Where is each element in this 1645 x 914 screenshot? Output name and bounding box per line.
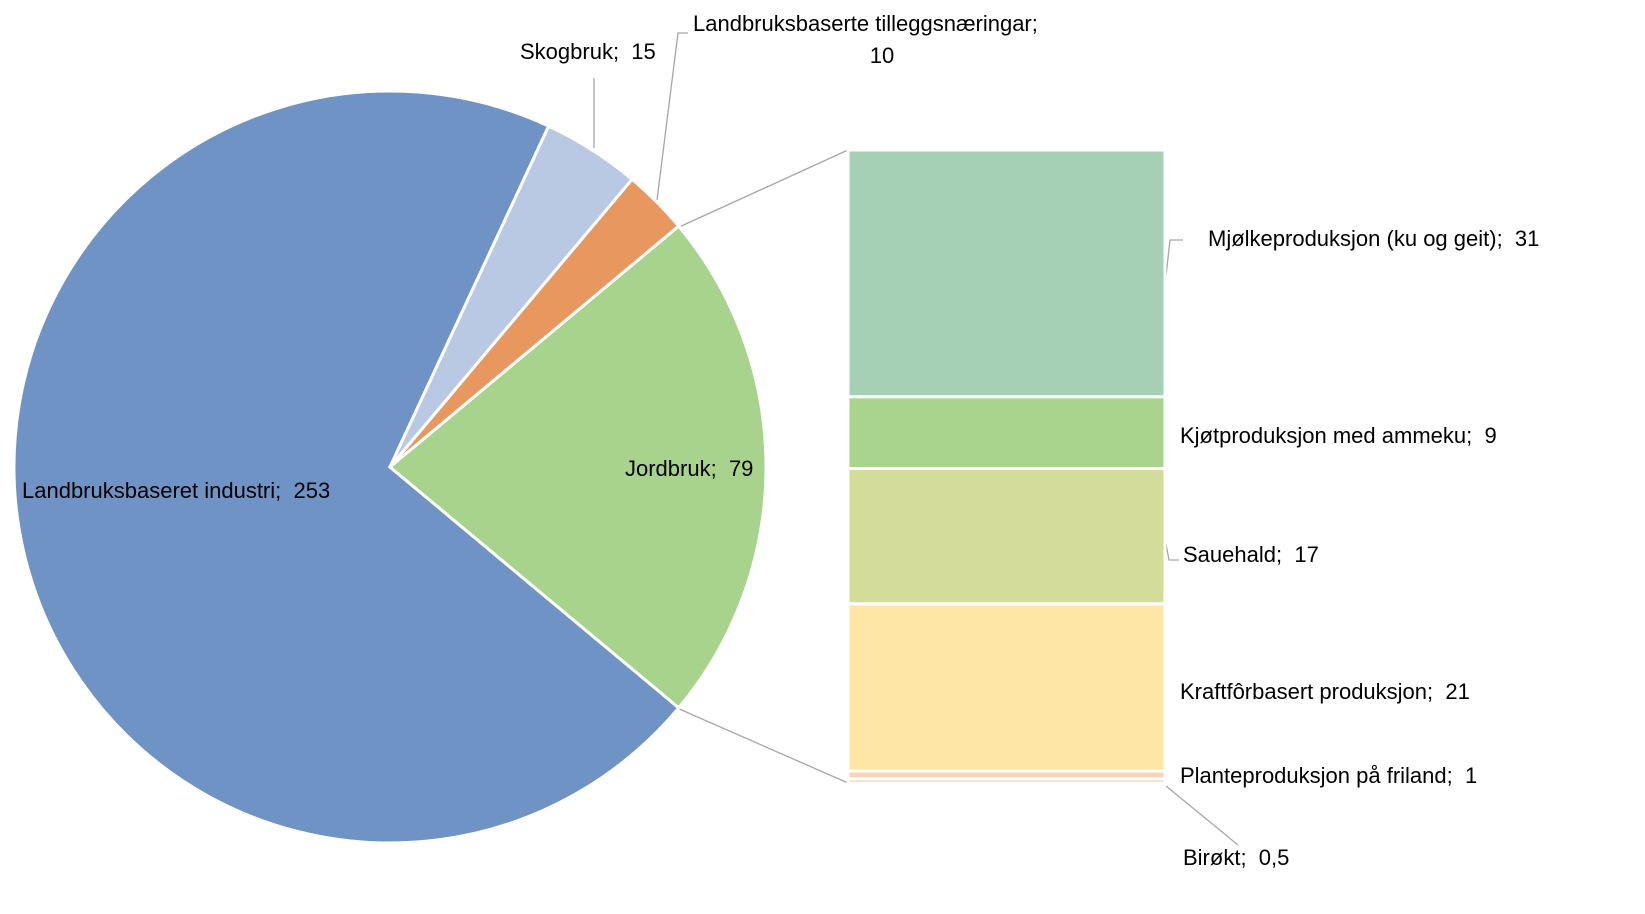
data-label: Kraftfôrbasert produksjon; 21 [1180, 679, 1470, 704]
pie-slice [387, 224, 768, 710]
category-name: Birøkt [1183, 845, 1240, 870]
data-label: Planteproduksjon på friland; 1 [1180, 763, 1477, 788]
value-label: 15 [631, 39, 655, 64]
separator: ; [711, 456, 729, 481]
data-label: Kjøtproduksjon med ammeku; 9 [1180, 423, 1497, 448]
category-name: Landbruksbaserte tilleggsnæringar [693, 11, 1032, 36]
category-name: Skogbruk [520, 39, 614, 64]
pie-slice [12, 89, 681, 845]
value-label: 21 [1445, 679, 1469, 704]
separator: ; [1447, 763, 1465, 788]
bar-segment [846, 777, 1167, 785]
separator: ; [613, 39, 631, 64]
data-label: Sauehald; 17 [1183, 542, 1319, 567]
separator: ; [1240, 845, 1258, 870]
value-label: 9 [1484, 423, 1496, 448]
value-label: 31 [1515, 226, 1539, 251]
bar-segment [846, 602, 1167, 773]
leader-line [656, 32, 688, 201]
category-name: Mjølkeproduksjon (ku og geit) [1208, 226, 1497, 251]
category-name: Sauehald [1183, 542, 1276, 567]
value-label: 0,5 [1259, 845, 1290, 870]
category-name: Kraftfôrbasert produksjon [1180, 679, 1427, 704]
data-label: Landbruksbaseret industri; 253 [22, 478, 330, 503]
leader-line [1164, 239, 1183, 286]
category-name: Kjøtproduksjon med ammeku [1180, 423, 1466, 448]
value-label: 10 [870, 43, 894, 68]
separator: ; [1276, 542, 1294, 567]
category-name: Jordbruk [625, 456, 712, 481]
separator: ; [275, 478, 293, 503]
connector-line [676, 149, 849, 229]
category-name: Landbruksbaseret industri [22, 478, 275, 503]
value-label: 17 [1294, 542, 1318, 567]
separator: ; [1427, 679, 1445, 704]
separator: ; [1466, 423, 1484, 448]
leader-line [1165, 543, 1179, 561]
category-name: Planteproduksjon på friland [1180, 763, 1447, 788]
connector-line [676, 707, 849, 784]
data-label: Birøkt; 0,5 [1183, 845, 1289, 870]
value-label: 79 [729, 456, 753, 481]
data-label: Mjølkeproduksjon (ku og geit); 31 [1208, 226, 1539, 251]
data-label: Jordbruk; 79 [625, 456, 753, 481]
bar-segment [846, 466, 1167, 606]
value-label: 253 [294, 478, 331, 503]
leader-line [1165, 785, 1239, 846]
data-label: Skogbruk; 15 [520, 39, 656, 64]
bar-segment [846, 395, 1167, 470]
separator: ; [1032, 11, 1050, 36]
bar-segment [846, 148, 1167, 399]
data-label: Landbruksbaserte tilleggsnæringar; 10 [693, 11, 1050, 68]
separator: ; [1497, 226, 1515, 251]
value-label: 1 [1465, 763, 1477, 788]
